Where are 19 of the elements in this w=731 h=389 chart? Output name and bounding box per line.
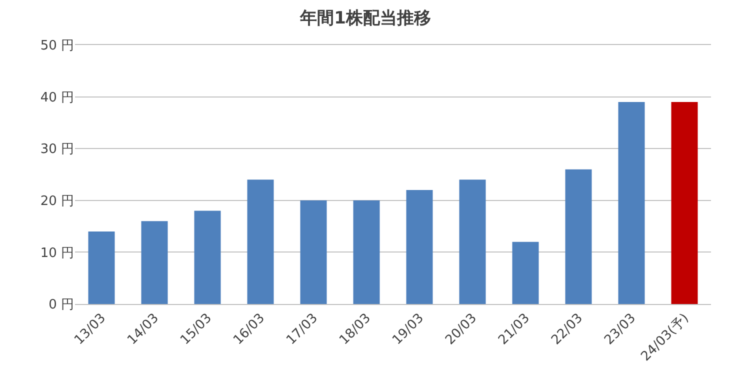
- bar: [406, 190, 433, 304]
- y-tick-label: 50 円: [40, 38, 74, 54]
- bar: [512, 242, 539, 304]
- bar: [618, 102, 645, 304]
- y-tick-label: 0 円: [48, 298, 74, 313]
- bar: [247, 180, 274, 304]
- chart-title: 年間1株配当推移: [299, 8, 431, 29]
- y-tick-label: 30 円: [40, 142, 74, 158]
- bar: [300, 200, 327, 304]
- bar: [194, 210, 221, 304]
- bar: [459, 180, 486, 304]
- y-tick-label: 40 円: [40, 90, 74, 106]
- bar: [88, 231, 115, 304]
- bar: [671, 102, 698, 304]
- bar: [353, 200, 380, 304]
- bar: [565, 169, 592, 304]
- y-tick-label: 20 円: [40, 194, 74, 209]
- y-tick-label: 10 円: [40, 246, 74, 261]
- bar: [141, 221, 168, 304]
